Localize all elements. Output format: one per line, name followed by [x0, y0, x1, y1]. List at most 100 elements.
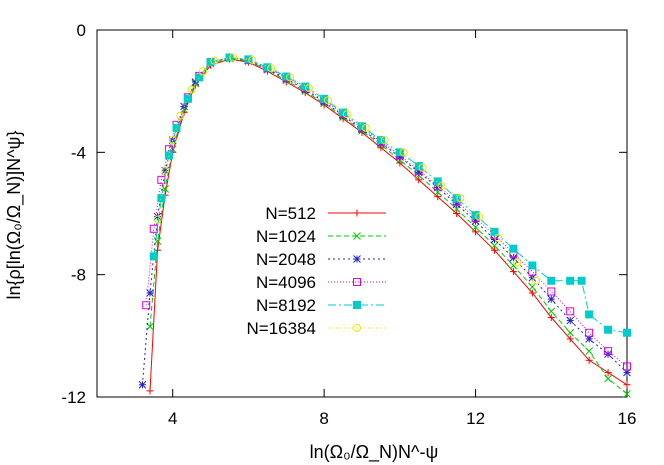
- data-point: [396, 159, 404, 167]
- data-point: [183, 94, 192, 103]
- data-point: [153, 215, 162, 224]
- y-tick-label: -8: [71, 266, 86, 285]
- data-point: [146, 387, 154, 395]
- legend-marker: [353, 255, 361, 263]
- series-n-2048: [138, 54, 631, 389]
- data-point: [585, 356, 593, 364]
- data-point: [323, 96, 332, 105]
- data-point: [142, 301, 151, 310]
- data-point: [623, 381, 631, 389]
- data-point: [176, 111, 185, 120]
- data-point: [168, 136, 177, 145]
- data-point: [320, 94, 329, 103]
- y-tick-label: 0: [77, 21, 86, 40]
- x-tick-label: 16: [618, 409, 637, 428]
- data-point: [380, 136, 389, 145]
- data-point: [195, 73, 204, 82]
- data-point: [172, 123, 181, 132]
- legend-label: N=16384: [247, 319, 316, 338]
- data-point: [471, 211, 480, 220]
- series-n-4096: [142, 53, 631, 371]
- data-point: [187, 85, 196, 94]
- data-point: [361, 123, 370, 132]
- legend: N=512 N=1024 N=2048 N=4096 N=8192 N=16384: [247, 204, 386, 338]
- legend-label: N=8192: [256, 296, 316, 315]
- data-point: [206, 58, 215, 67]
- series-n-1024: [146, 54, 631, 398]
- data-point: [566, 307, 575, 316]
- data-point: [339, 108, 348, 117]
- data-point: [491, 246, 498, 254]
- series-line: [149, 58, 628, 391]
- data-point: [494, 233, 503, 242]
- data-point: [623, 390, 631, 398]
- x-tick-label: 4: [168, 409, 177, 428]
- series-n-512: [146, 55, 631, 395]
- data-point: [415, 176, 423, 184]
- data-point: [138, 380, 147, 389]
- data-point: [513, 258, 522, 267]
- data-point: [547, 313, 555, 321]
- data-point: [149, 252, 158, 261]
- data-point: [509, 244, 518, 253]
- data-point: [157, 175, 166, 184]
- data-point: [248, 55, 257, 64]
- legend-label: N=1024: [256, 227, 316, 246]
- axes: 4 8 12 16 0 -4 -8 -12: [61, 21, 636, 428]
- data-point: [164, 151, 173, 160]
- data-point: [528, 289, 536, 297]
- data-point: [229, 53, 238, 62]
- data-point: [472, 228, 480, 236]
- series-line: [145, 56, 628, 367]
- data-point: [414, 162, 423, 171]
- data-point: [585, 310, 594, 319]
- data-point: [623, 362, 631, 371]
- series-line: [157, 56, 537, 282]
- data-point: [547, 295, 556, 303]
- data-point: [585, 328, 594, 337]
- data-point: [566, 316, 575, 325]
- data-point: [604, 325, 613, 334]
- data-point: [547, 276, 556, 285]
- plot-frame: [96, 29, 628, 398]
- series-line: [149, 57, 628, 395]
- series-layer: [138, 53, 631, 398]
- data-point: [566, 276, 575, 285]
- legend-label: N=512: [265, 204, 316, 223]
- series-line: [141, 57, 628, 385]
- data-point: [301, 82, 310, 91]
- series-line: [153, 56, 628, 334]
- data-point: [490, 227, 499, 236]
- data-point: [604, 347, 613, 356]
- data-point: [286, 73, 295, 82]
- legend-marker: [353, 278, 361, 286]
- series-n-16384: [153, 53, 541, 285]
- data-point: [267, 64, 276, 73]
- data-point: [566, 328, 575, 337]
- y-tick-label: -4: [71, 143, 86, 162]
- data-point: [566, 335, 574, 343]
- data-point: [305, 84, 313, 93]
- legend-marker: [353, 209, 361, 217]
- x-tick-label: 12: [466, 409, 485, 428]
- data-point: [358, 122, 366, 131]
- data-point: [604, 369, 612, 377]
- data-point: [456, 194, 465, 203]
- data-point: [532, 276, 541, 285]
- data-point: [434, 193, 442, 201]
- data-point: [199, 67, 207, 76]
- data-point: [547, 287, 556, 296]
- data-point: [157, 194, 166, 203]
- x-tick-label: 8: [319, 409, 328, 428]
- data-point: [418, 163, 427, 172]
- data-point: [471, 223, 480, 232]
- data-point: [342, 110, 351, 119]
- data-point: [547, 307, 556, 316]
- y-axis-title: ln{ρ[ln(Ω₀/Ω_N)]N^ψ}: [4, 131, 25, 300]
- data-point: [528, 261, 537, 270]
- data-point: [161, 166, 170, 175]
- data-point: [210, 56, 219, 65]
- data-point: [433, 177, 442, 186]
- data-point: [490, 241, 499, 250]
